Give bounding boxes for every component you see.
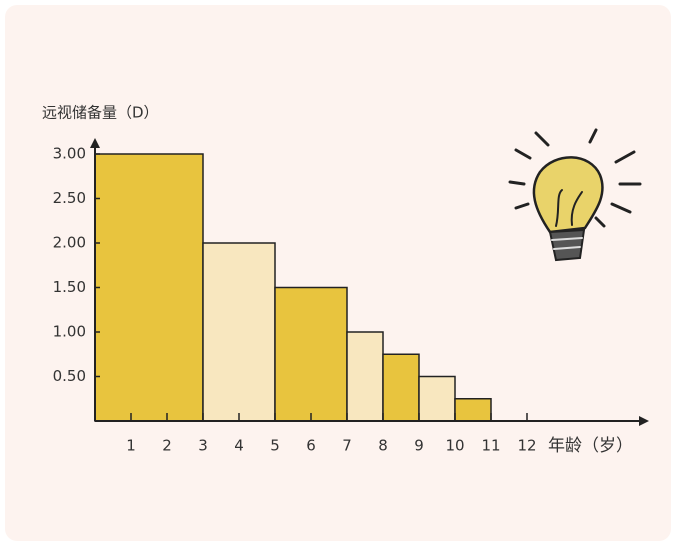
x-tick-label: 10 [445,437,464,455]
x-tick-label: 4 [234,437,244,455]
bar [346,331,384,422]
bar [382,353,420,422]
y-tick-label: 2.00 [53,234,86,252]
y-tick-label: 3.00 [53,145,86,163]
bar [202,242,276,422]
y-tick-label: 0.50 [53,367,86,385]
y-tick-label: 1.00 [53,323,86,341]
x-tick-label: 3 [198,437,208,455]
x-axis-label: 年龄（岁） [548,436,633,456]
x-tick-label: 12 [517,437,536,455]
bar [94,153,204,422]
y-tick-label: 2.50 [53,189,86,207]
x-tick-label: 6 [306,437,316,455]
lightbulb [508,128,642,262]
bar [454,398,492,422]
x-tick-label: 11 [481,437,500,455]
y-tick-label: 1.50 [53,278,86,296]
y-axis-label: 远视储备量（D） [42,104,159,122]
x-axis-arrow [639,416,649,426]
x-tick-label: 8 [378,437,388,455]
x-tick-label: 9 [414,437,424,455]
bar [418,375,456,422]
bar [274,286,348,422]
y-axis-arrow [90,138,100,148]
x-tick-label: 5 [270,437,280,455]
x-tick-label: 1 [126,437,136,455]
x-tick-label: 2 [162,437,172,455]
x-tick-label: 7 [342,437,352,455]
